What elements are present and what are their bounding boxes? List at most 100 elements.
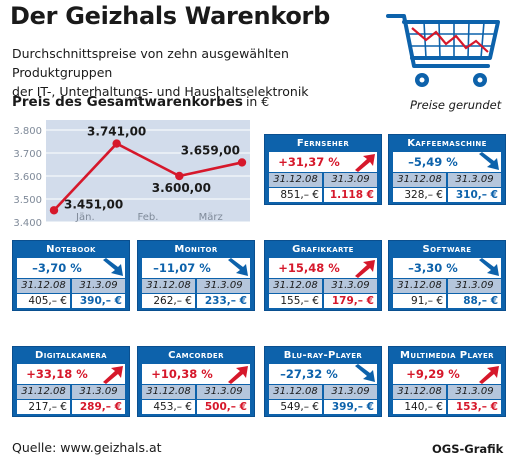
product-card-grafikkarte: Grafikkarte +15,48 % 31.12.08 31.3.09 155,– …: [264, 240, 382, 311]
price-line-chart: 3.400 3.500 3.600 3.700 3.800 Jän. Feb. März 3…: [13, 120, 250, 229]
date-start: 31.12.08: [17, 279, 70, 293]
percent-change: –3,30 %: [408, 261, 458, 275]
price-start: 91,– €: [393, 294, 446, 308]
data-point: [175, 171, 184, 181]
arrow-down-right-icon: [355, 364, 375, 382]
product-card-blu-ray-player: Blu-ray-Player –27,32 % 31.12.08 31.3.09 549…: [264, 346, 382, 417]
data-label: 3.600,00: [152, 181, 211, 195]
product-card-digitalkamera: Digitalkamera +33,18 % 31.12.08 31.3.09 217,…: [12, 346, 130, 417]
arrow-down-right-icon: [479, 258, 499, 276]
chart-title-unit: in €: [245, 94, 270, 109]
price-end: 1.118 €: [324, 188, 377, 202]
date-start: 31.12.08: [269, 279, 322, 293]
price-start: 328,– €: [393, 188, 446, 202]
data-label: 3.741,00: [87, 125, 146, 139]
price-end: 153,– €: [448, 400, 501, 414]
date-row: 31.12.08 31.3.09: [17, 385, 125, 399]
product-card-kaffeemaschine: Kaffeemaschine –5,49 % 31.12.08 31.3.09 328,…: [388, 134, 506, 205]
product-card-multimedia-player: Multimedia Player +9,29 % 31.12.08 31.3.09 1…: [388, 346, 506, 417]
date-row: 31.12.08 31.3.09: [393, 385, 501, 399]
shopping-cart-with-chart-icon: [386, 14, 500, 87]
page-title: Der Geizhals Warenkorb: [10, 2, 330, 30]
chart-heading: Preis des Gesamtwarenkorbes in €: [12, 94, 269, 110]
change-box: –5,49 %: [393, 152, 501, 172]
percent-change: –27,32 %: [280, 367, 338, 381]
percent-change: +9,29 %: [406, 367, 460, 381]
price-row: 91,– €88,– €: [393, 294, 501, 308]
graphic-credit: OGS-Grafik: [432, 442, 504, 456]
price-row: 155,– €179,– €: [269, 294, 377, 308]
date-end: 31.3.09: [324, 173, 377, 187]
price-start: 217,– €: [17, 400, 70, 414]
date-end: 31.3.09: [197, 279, 250, 293]
price-start: 405,– €: [17, 294, 70, 308]
price-start: 155,– €: [269, 294, 322, 308]
date-start: 31.12.08: [142, 279, 195, 293]
subtitle-line-1: Durchschnittspreise von zehn ausgewählte…: [12, 46, 289, 80]
x-axis-ticks: Jän. Feb. März: [75, 212, 223, 223]
price-start: 549,– €: [269, 400, 322, 414]
date-row: 31.12.08 31.3.09: [142, 279, 250, 293]
arrow-up-right-icon: [355, 154, 375, 172]
product-card-notebook: Notebook –3,70 % 31.12.08 31.3.09 405,– €390…: [12, 240, 130, 311]
chart-grid: [46, 129, 250, 223]
price-end: 289,– €: [72, 400, 125, 414]
price-end: 399,– €: [324, 400, 377, 414]
price-end: 179,– €: [324, 294, 377, 308]
data-point: [237, 158, 247, 167]
product-card-fernseher: Fernseher +31,37 % 31.12.08 31.3.09 851,– €1…: [264, 134, 382, 205]
date-row: 31.12.08 31.3.09: [17, 279, 125, 293]
date-row: 31.12.08 31.3.09: [269, 173, 377, 187]
page-subtitle: Durchschnittspreise von zehn ausgewählte…: [12, 44, 392, 101]
y-tick-label: 3.500: [13, 195, 42, 206]
price-end: 233,– €: [197, 294, 250, 308]
data-label: 3.451,00: [64, 197, 123, 211]
change-box: –27,32 %: [269, 364, 377, 384]
y-tick-label: 3.400: [13, 218, 42, 229]
date-end: 31.3.09: [324, 279, 377, 293]
x-tick-label: März: [199, 212, 223, 223]
price-end: 390,– €: [72, 294, 125, 308]
percent-change: –3,70 %: [32, 261, 82, 275]
price-row: 405,– €390,– €: [17, 294, 125, 308]
product-name: Monitor: [174, 244, 218, 255]
data-label: 3.659,00: [181, 143, 240, 157]
change-box: +15,48 %: [269, 258, 377, 278]
product-name: Software: [422, 244, 472, 255]
price-row: 453,– €500,– €: [142, 400, 250, 414]
arrow-down-right-icon: [228, 258, 248, 276]
y-tick-label: 3.700: [13, 149, 42, 160]
percent-change: +15,48 %: [278, 261, 340, 275]
product-name: Multimedia Player: [400, 350, 494, 361]
price-end: 88,– €: [448, 294, 501, 308]
arrow-up-right-icon: [355, 260, 375, 278]
product-card-camcorder: Camcorder +10,38 % 31.12.08 31.3.09 453,– €5…: [137, 346, 255, 417]
change-box: +9,29 %: [393, 364, 501, 384]
price-start: 262,– €: [142, 294, 195, 308]
rounding-note: Preise gerundet: [410, 98, 502, 112]
date-end: 31.3.09: [197, 385, 250, 399]
chart-series: [49, 139, 247, 215]
price-row: 549,– €399,– €: [269, 400, 377, 414]
price-row: 262,– €233,– €: [142, 294, 250, 308]
product-name: Notebook: [46, 244, 96, 255]
chart-plot-area: [46, 120, 250, 222]
y-tick-label: 3.600: [13, 172, 42, 183]
price-row: 328,– €310,– €: [393, 188, 501, 202]
price-row: 851,– €1.118 €: [269, 188, 377, 202]
arrow-up-right-icon: [103, 366, 123, 384]
chart-title: Preis des Gesamtwarenkorbes: [12, 94, 243, 110]
date-row: 31.12.08 31.3.09: [393, 173, 501, 187]
arrow-down-right-icon: [479, 152, 499, 170]
data-point: [112, 139, 121, 148]
date-end: 31.3.09: [448, 173, 501, 187]
date-start: 31.12.08: [142, 385, 195, 399]
product-name: Kaffeemaschine: [407, 138, 487, 149]
price-start: 140,– €: [393, 400, 446, 414]
price-end: 310,– €: [448, 188, 501, 202]
x-tick-label: Feb.: [138, 212, 159, 223]
product-card-monitor: Monitor –11,07 % 31.12.08 31.3.09 262,– €233…: [137, 240, 255, 311]
source-note: Quelle: www.geizhals.at: [12, 440, 162, 455]
change-box: +10,38 %: [142, 364, 250, 384]
